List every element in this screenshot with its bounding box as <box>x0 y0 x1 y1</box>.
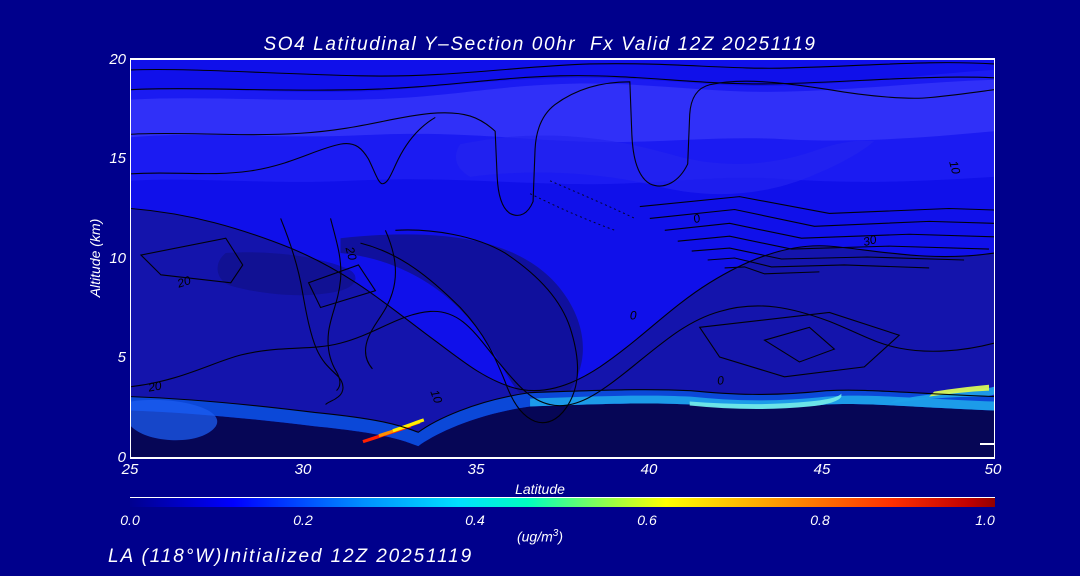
svg-text:20: 20 <box>146 379 163 395</box>
svg-text:0: 0 <box>630 308 637 322</box>
